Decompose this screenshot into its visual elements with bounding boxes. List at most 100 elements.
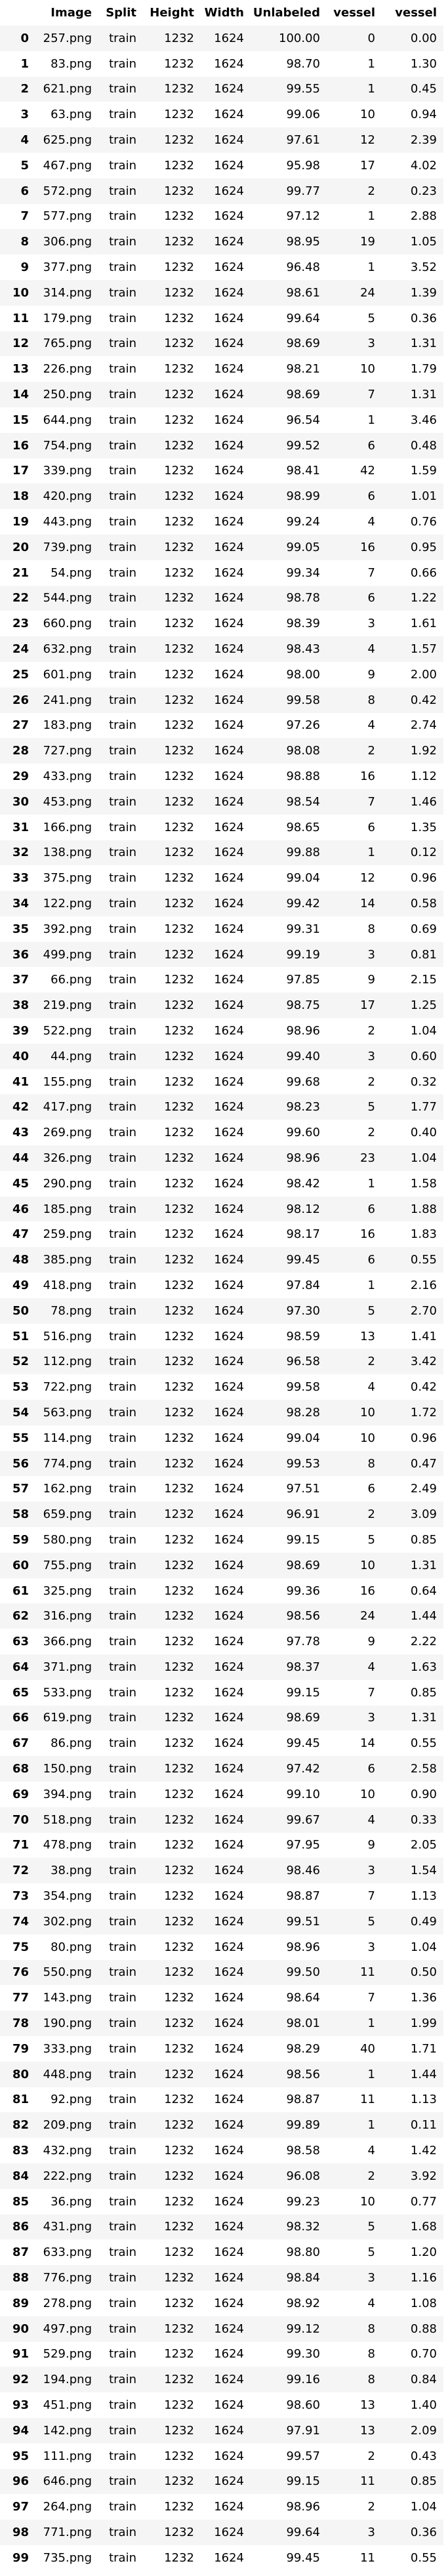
row-index: 96 (12, 2474, 29, 2489)
cell-width: 1624 (214, 56, 244, 71)
cell-height: 1232 (164, 1456, 194, 1471)
cell-width: 1624 (214, 337, 244, 351)
cell-width: 1624 (214, 1049, 244, 1063)
column-header-vessel-count: vessel (333, 6, 375, 20)
cell-split: train (109, 1303, 136, 1318)
cell-unlabeled: 99.64 (286, 2525, 320, 2539)
cell-vessel-count: 1 (367, 209, 375, 224)
cell-unlabeled: 98.60 (286, 2398, 320, 2412)
row-index: 43 (12, 1126, 29, 1140)
cell-split: train (109, 947, 136, 962)
cell-height: 1232 (164, 2194, 194, 2209)
cell-width: 1624 (214, 2194, 244, 2209)
cell-vessel-percent: 0.32 (410, 1074, 437, 1089)
cell-image: 497.png (43, 2321, 92, 2336)
cell-vessel-count: 2 (367, 2169, 375, 2183)
cell-vessel-percent: 0.49 (410, 1914, 437, 1929)
cell-split: train (109, 2398, 136, 2412)
cell-split: train (109, 846, 136, 860)
cell-width: 1624 (214, 1787, 244, 1801)
cell-image: 354.png (43, 1889, 92, 1904)
cell-split: train (109, 1278, 136, 1292)
cell-vessel-count: 8 (367, 2373, 375, 2387)
table-row: 2 621.png train 1232 1624 99.55 1 0.45 (0, 76, 443, 102)
row-index: 69 (12, 1787, 29, 1801)
cell-vessel-percent: 1.77 (410, 1100, 437, 1114)
row-index: 1 (20, 56, 29, 71)
row-index: 53 (12, 1380, 29, 1395)
table-row: 47 259.png train 1232 1624 98.17 16 1.83 (0, 1221, 443, 1248)
table-row: 90 497.png train 1232 1624 99.12 8 0.88 (0, 2316, 443, 2342)
cell-height: 1232 (164, 2423, 194, 2438)
cell-height: 1232 (164, 2093, 194, 2107)
cell-image: 226.png (43, 362, 92, 377)
cell-unlabeled: 97.85 (286, 973, 320, 987)
cell-vessel-count: 3 (367, 1049, 375, 1063)
row-index: 34 (12, 896, 29, 910)
cell-width: 1624 (214, 2245, 244, 2260)
cell-image: 432.png (43, 2144, 92, 2158)
cell-width: 1624 (214, 2169, 244, 2183)
row-index: 31 (12, 820, 29, 834)
cell-vessel-count: 12 (360, 871, 375, 886)
table-row: 43 269.png train 1232 1624 99.60 2 0.40 (0, 1120, 443, 1146)
cell-height: 1232 (164, 2500, 194, 2514)
cell-width: 1624 (214, 642, 244, 657)
row-index: 37 (12, 973, 29, 987)
cell-width: 1624 (214, 896, 244, 910)
cell-split: train (109, 1074, 136, 1089)
cell-vessel-percent: 1.42 (410, 2144, 437, 2158)
row-index: 64 (12, 1660, 29, 1674)
cell-height: 1232 (164, 1838, 194, 1852)
cell-split: train (109, 235, 136, 249)
cell-image: 162.png (43, 1482, 92, 1496)
cell-image: 86.png (51, 1736, 92, 1751)
table-row: 51 516.png train 1232 1624 98.59 13 1.41 (0, 1323, 443, 1349)
table-row: 8 306.png train 1232 1624 98.95 19 1.05 (0, 229, 443, 255)
row-index: 74 (12, 1914, 29, 1929)
cell-split: train (109, 1711, 136, 1725)
cell-vessel-percent: 0.55 (410, 1736, 437, 1751)
cell-split: train (109, 922, 136, 936)
cell-width: 1624 (214, 1991, 244, 2005)
cell-vessel-count: 17 (360, 998, 375, 1013)
cell-split: train (109, 1253, 136, 1267)
cell-vessel-percent: 1.40 (410, 2398, 437, 2412)
cell-vessel-percent: 1.61 (410, 617, 437, 631)
table-row: 35 392.png train 1232 1624 99.31 8 0.69 (0, 916, 443, 942)
cell-image: 80.png (51, 1940, 92, 1954)
column-header-height: Height (150, 6, 194, 20)
cell-vessel-percent: 0.88 (410, 2321, 437, 2336)
cell-unlabeled: 98.42 (286, 1176, 320, 1191)
cell-split: train (109, 1889, 136, 1904)
column-header-image: Image (51, 6, 92, 20)
cell-vessel-count: 1 (367, 2067, 375, 2081)
table-row: 81 92.png train 1232 1624 98.87 11 1.13 (0, 2087, 443, 2113)
cell-height: 1232 (164, 947, 194, 962)
cell-width: 1624 (214, 667, 244, 682)
cell-vessel-count: 6 (367, 1482, 375, 1496)
cell-width: 1624 (214, 2398, 244, 2412)
cell-image: 306.png (43, 235, 92, 249)
cell-image: 78.png (51, 1303, 92, 1318)
cell-vessel-percent: 0.33 (410, 1812, 437, 1827)
cell-height: 1232 (164, 184, 194, 198)
table-row: 33 375.png train 1232 1624 99.04 12 0.96 (0, 865, 443, 891)
cell-image: 755.png (43, 1558, 92, 1572)
row-index: 32 (12, 846, 29, 860)
cell-image: 529.png (43, 2347, 92, 2361)
row-index: 42 (12, 1100, 29, 1114)
cell-vessel-percent: 2.39 (410, 133, 437, 148)
cell-height: 1232 (164, 718, 194, 733)
table-row: 15 644.png train 1232 1624 96.54 1 3.46 (0, 407, 443, 433)
cell-vessel-percent: 2.15 (410, 973, 437, 987)
cell-vessel-percent: 2.58 (410, 1762, 437, 1776)
cell-vessel-percent: 1.46 (410, 794, 437, 809)
table-row: 53 722.png train 1232 1624 99.58 4 0.42 (0, 1374, 443, 1400)
cell-height: 1232 (164, 1532, 194, 1547)
table-row: 37 66.png train 1232 1624 97.85 9 2.15 (0, 967, 443, 993)
cell-vessel-percent: 3.09 (410, 1507, 437, 1522)
cell-unlabeled: 99.15 (286, 1685, 320, 1700)
cell-height: 1232 (164, 413, 194, 427)
cell-vessel-percent: 0.58 (410, 896, 437, 910)
